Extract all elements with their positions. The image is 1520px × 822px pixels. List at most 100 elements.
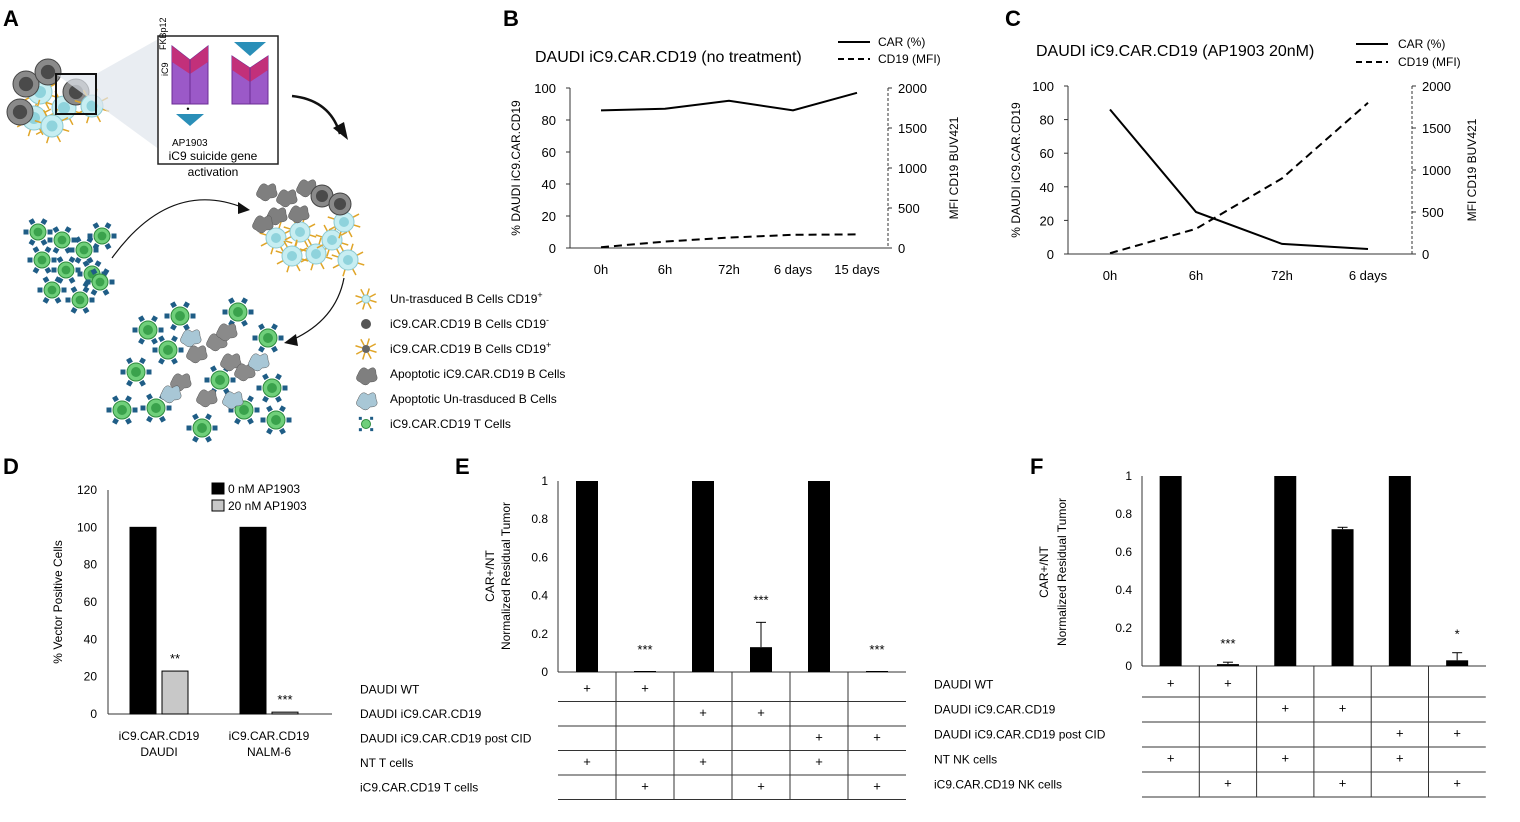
panel-e-bar-chart: CAR+/NT Normalized Residual Tumor 0 0.2 0.…	[360, 474, 906, 800]
ap1903-triangle-icon	[176, 114, 204, 126]
table-plus-mark: +	[1224, 776, 1232, 791]
table-plus-mark: +	[1281, 701, 1289, 716]
x-tick-label: 6h	[1189, 268, 1203, 283]
chart-e-bars: *** *** ***	[576, 481, 888, 672]
significance-label: ***	[637, 642, 652, 657]
significance-label: **	[170, 651, 180, 666]
panel-a-schematic: iC9 FKBp12 • AP1903 iC9 suicide gene act…	[6, 17, 565, 443]
arrow-curved-up	[111, 199, 245, 259]
chart-f-ylabel: Normalized Residual Tumor	[1055, 498, 1069, 646]
apoptotic-cell-icon	[248, 353, 270, 372]
table-plus-mark: +	[699, 705, 707, 720]
apoptotic-cell-icon	[186, 345, 208, 364]
apoptotic-cell-icon	[356, 392, 378, 411]
arrow-curved-down	[291, 277, 345, 341]
y-tick-label: 100	[1032, 79, 1054, 94]
chart-c-ylabel2: MFI CD19 BUV421	[1465, 118, 1479, 221]
bar-residual-tumor	[692, 481, 714, 672]
apoptotic-cell-icon	[252, 215, 274, 234]
significance-label: *	[1455, 627, 1460, 642]
apoptotic-cell-icon	[216, 323, 238, 342]
y-tick-label: 0.2	[1115, 621, 1132, 635]
bar-residual-tumor	[1159, 476, 1182, 666]
chart-c-legend-cd19: CD19 (MFI)	[1398, 55, 1461, 69]
bar-residual-tumor	[576, 481, 598, 672]
table-plus-mark: +	[757, 705, 765, 720]
y-tick-label: 60	[84, 595, 98, 609]
chart-e-ylabel: Normalized Residual Tumor	[499, 502, 513, 650]
apoptotic-cell-icon	[180, 329, 202, 348]
bar-0nm-ap1903	[239, 526, 267, 715]
chart-b-title: DAUDI iC9.CAR.CD19 (no treatment)	[535, 49, 802, 66]
series-line-car-percent	[600, 91, 858, 112]
series-line-cd19-mfi	[1109, 102, 1369, 255]
legend-label: iC9.CAR.CD19 T Cells	[390, 417, 511, 431]
y-tick-label: 0.4	[531, 589, 548, 603]
y-tick-label: 0	[541, 665, 548, 679]
table-plus-mark: +	[1396, 751, 1404, 766]
y-tick-label: 1	[1125, 469, 1132, 483]
table-plus-mark: +	[1339, 701, 1347, 716]
y-tick-label: 1	[541, 474, 548, 488]
chart-e-ylabel2: CAR+/NT	[483, 550, 497, 602]
bar-20nm-ap1903	[161, 670, 189, 715]
y2-tick-label: 1500	[1422, 121, 1451, 136]
series-line-car-percent	[1109, 108, 1369, 250]
chart-b-legend-car: CAR (%)	[878, 35, 925, 49]
y-tick-label: 0.8	[531, 512, 548, 526]
y-tick-label: 40	[84, 632, 98, 646]
table-plus-mark: +	[1167, 676, 1175, 691]
arrow-curved-right	[291, 94, 342, 135]
ap1903-label: AP1903	[172, 138, 208, 149]
bar-0nm-ap1903	[129, 526, 157, 715]
table-plus-mark: +	[873, 778, 881, 793]
legend-label: Apoptotic Un-trasduced B Cells	[390, 392, 557, 406]
bar-20nm-ap1903	[271, 711, 299, 715]
y-tick-label: 100	[77, 520, 97, 534]
chart-d-y-ticks: 0 20 40 60 80 100 120	[77, 483, 97, 721]
y-tick-label: 40	[1040, 180, 1054, 195]
legend-label: Apoptotic iC9.CAR.CD19 B Cells	[390, 367, 565, 381]
y-tick-label: 0.6	[1115, 545, 1132, 559]
inset-box: iC9 FKBp12 • AP1903	[157, 17, 279, 165]
y2-tick-label: 1500	[898, 121, 927, 136]
panel-letter-c: C	[1005, 6, 1021, 31]
bar-residual-tumor	[1388, 476, 1411, 666]
table-plus-mark: +	[641, 680, 649, 695]
apoptotic-cell-icon	[276, 189, 298, 208]
chart-c-series	[1109, 102, 1369, 255]
table-row-label: DAUDI iC9.CAR.CD19 post CID	[934, 728, 1106, 742]
svg-text:•: •	[186, 104, 189, 114]
chart-b-series	[600, 91, 858, 249]
bar-residual-tumor	[1331, 529, 1354, 666]
x-tick-label: 6h	[658, 262, 672, 277]
apoptotic-cell-icon	[234, 363, 256, 382]
y-tick-label: 20	[542, 209, 556, 224]
table-plus-mark: +	[1396, 726, 1404, 741]
bar-residual-tumor	[634, 671, 656, 672]
panel-d-bar-chart: % Vector Positive Cells 020406080100120 …	[51, 482, 332, 759]
x-tick-label: iC9.CAR.CD19	[119, 729, 200, 743]
table-plus-mark: +	[873, 729, 881, 744]
x-tick-label: 6 days	[774, 262, 813, 277]
table-row-label: NT T cells	[360, 756, 413, 770]
green-t-cell-icon	[358, 416, 374, 432]
y-tick-label: 0.2	[531, 627, 548, 641]
apoptotic-cell-icon	[196, 389, 218, 408]
y2-tick-label: 500	[1422, 205, 1444, 220]
panel-a-legend: Un-trasduced B Cells CD19+ iC9.CAR.CD19 B…	[355, 288, 565, 432]
legend-label: iC9.CAR.CD19 B Cells CD19-	[390, 315, 549, 331]
table-row-label: DAUDI iC9.CAR.CD19 post CID	[360, 731, 532, 745]
table-row-label: DAUDI iC9.CAR.CD19	[360, 707, 482, 721]
y-tick-label: 20	[84, 670, 98, 684]
magnifier-wedge	[56, 38, 160, 150]
table-plus-mark: +	[1281, 751, 1289, 766]
y2-tick-label: 1000	[898, 161, 927, 176]
table-row-label: iC9.CAR.CD19 NK cells	[934, 778, 1062, 792]
chart-b-y2-ticks: 0 500 1000 1500 2000	[888, 81, 927, 256]
y2-tick-label: 2000	[898, 81, 927, 96]
y-tick-label: 0	[1047, 247, 1054, 262]
panel-f-bar-chart: CAR+/NT Normalized Residual Tumor 0 0.2 0.…	[934, 469, 1486, 798]
table-plus-mark: +	[1453, 776, 1461, 791]
light-blue-cell-icon	[355, 288, 377, 310]
